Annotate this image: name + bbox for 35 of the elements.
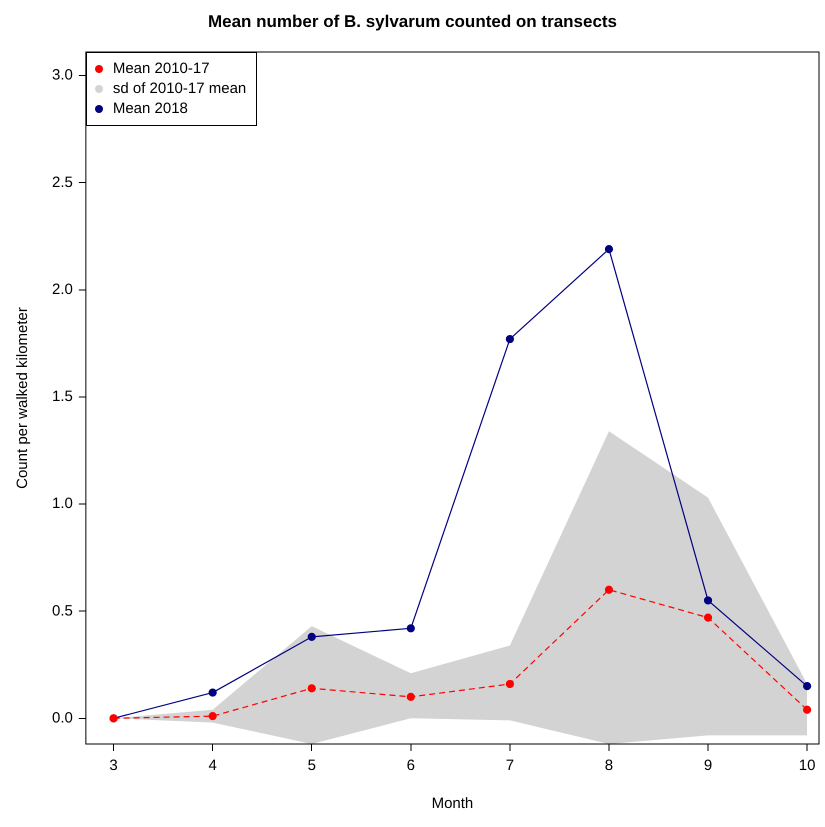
point xyxy=(506,680,514,688)
y-tick-label: 0.0 xyxy=(52,709,73,726)
point xyxy=(308,632,316,641)
point xyxy=(803,706,812,714)
point xyxy=(308,684,316,692)
point xyxy=(604,586,614,594)
x-tick-label: 3 xyxy=(109,757,118,774)
y-tick-label: 1.5 xyxy=(52,388,73,406)
point xyxy=(604,245,614,254)
legend-label: Mean 2018 xyxy=(112,99,189,119)
legend-label: sd of 2010-17 mean xyxy=(112,79,246,99)
point xyxy=(704,613,712,622)
point xyxy=(406,692,415,701)
x-tick-label: 5 xyxy=(308,757,316,774)
x-tick-label: 4 xyxy=(208,757,217,774)
x-tick-label: 9 xyxy=(704,757,712,774)
y-tick-label: 3.0 xyxy=(52,66,73,84)
x-tick-label: 10 xyxy=(798,757,816,774)
y-axis-title: Count per walked kilometer xyxy=(14,307,32,489)
y-tick-label: 1.0 xyxy=(52,495,73,512)
y-tick-label: 2.0 xyxy=(52,280,73,298)
point xyxy=(506,334,514,344)
x-tick-label: 7 xyxy=(506,757,514,774)
legend-label: Mean 2010-17 xyxy=(112,59,211,79)
x-axis-title: Month xyxy=(432,795,474,812)
x-tick-label: 8 xyxy=(604,757,614,774)
point xyxy=(803,682,812,690)
y-tick-label: 0.5 xyxy=(52,602,73,620)
chart-title: Mean number of B. sylvarum counted on transects xyxy=(206,12,618,32)
x-tick-label: 6 xyxy=(406,757,415,774)
point xyxy=(406,624,415,632)
y-tick-label: 2.5 xyxy=(52,174,73,191)
point xyxy=(208,712,217,720)
point xyxy=(208,688,217,697)
point xyxy=(704,596,712,605)
